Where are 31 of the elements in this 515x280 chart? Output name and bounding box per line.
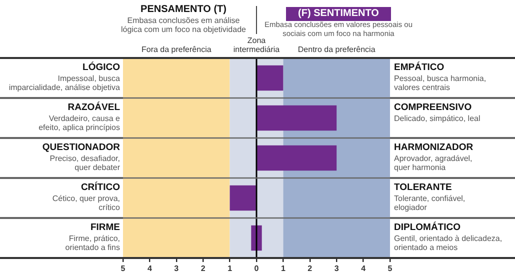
text: (F) SENTIMENTO (286, 7, 391, 20)
bar (230, 185, 256, 211)
y2-tick-label: EMPÁTICO Pessoal, busca harmonia, valores centrais (394, 62, 486, 92)
bar (257, 105, 337, 131)
bar (257, 145, 337, 171)
y2-tick-label: HARMONIZADOR Aprovador, agradável, quer harmonia (394, 142, 474, 172)
y2-tick-label: DIPLOMÁTICO Gentil, orientado à delicadeza, orientado a meios (394, 222, 502, 252)
band-label: Zona intermediária (233, 36, 280, 54)
y-tick-label: CRÍTICO Cético, quer prova, crítico (52, 182, 120, 212)
x-tick-label: 0 (254, 264, 260, 274)
y-tick-label: RAZOÁVEL Verdadeiro, causa e efeito, aplica princípios (38, 102, 120, 132)
x-tick-label: 5 (388, 264, 393, 274)
x-tick-label: 3 (174, 264, 180, 274)
y2-tick-label: COMPREENSIVO Delicado, simpático, leal (394, 102, 480, 124)
x-tick-label: 2 (308, 264, 313, 274)
x-tick-label: 3 (334, 264, 340, 274)
band-label: Dentro da preferência (298, 44, 376, 54)
chart-title: PENSAMENTO (T) (140, 4, 228, 16)
x-tick-label: 4 (361, 264, 366, 274)
x-tick-label: 5 (120, 264, 126, 274)
x-tick-label: 2 (200, 264, 206, 274)
x-tick-label: 1 (228, 264, 233, 274)
x-tick-label: 1 (280, 264, 286, 274)
y2-tick-label: TOLERANTE Tolerante, confiável, elogiador (394, 182, 466, 212)
band-label: Fora da preferência (141, 44, 212, 54)
chart-subtitle: Embasa conclusões em análise lógica com um foco na objetividade (121, 16, 246, 34)
y-tick-label: FIRME Firme, prático, orientado a fins (65, 222, 120, 252)
y-tick-label: LÓGICO Impessoal, busca imparcialidade, análise objetiva (8, 62, 120, 92)
bar (257, 65, 284, 91)
x-tick-label: 4 (147, 264, 152, 274)
y-tick-label: QUESTIONADOR Preciso, desafiador, quer debater (42, 142, 120, 172)
